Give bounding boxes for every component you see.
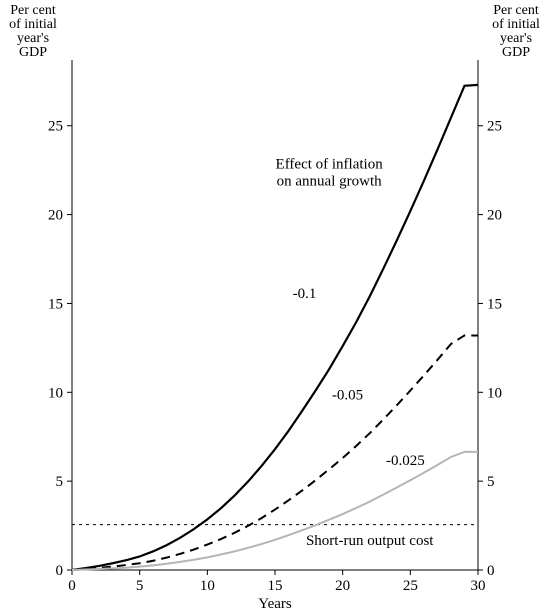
svg-text:GDP: GDP xyxy=(19,45,47,60)
svg-text:of initial: of initial xyxy=(492,17,540,32)
y-tick-label-right: 25 xyxy=(487,119,502,135)
x-tick-label: 10 xyxy=(200,578,215,594)
x-tick-label: 15 xyxy=(268,578,283,594)
y-tick-label-right: 20 xyxy=(487,208,502,224)
y-tick-label-right: 5 xyxy=(487,474,495,490)
x-tick-label: 30 xyxy=(471,578,486,594)
svg-text:Per cent: Per cent xyxy=(493,3,539,18)
y-tick-label-right: 0 xyxy=(487,563,495,579)
y-tick-label-right: 10 xyxy=(487,385,502,401)
series-label--0.025: -0.025 xyxy=(386,453,425,469)
svg-text:on annual growth: on annual growth xyxy=(277,173,382,189)
y-tick-label-left: 20 xyxy=(48,208,63,224)
gdp-inflation-chart: 00551010151520202525051015202530YearsPer… xyxy=(0,0,549,614)
y-tick-label-left: 15 xyxy=(48,296,63,312)
x-tick-label: 25 xyxy=(403,578,418,594)
y-tick-label-right: 15 xyxy=(487,296,502,312)
short-run-output-cost-label: Short-run output cost xyxy=(306,533,434,549)
series-label--0.1: -0.1 xyxy=(293,286,317,302)
svg-text:Per cent: Per cent xyxy=(10,3,56,18)
annotation-title: Effect of inflationon annual growth xyxy=(276,156,384,189)
x-tick-label: 20 xyxy=(335,578,350,594)
series-label--0.05: -0.05 xyxy=(332,387,363,403)
x-tick-label: 5 xyxy=(136,578,144,594)
svg-text:year's: year's xyxy=(500,31,532,46)
x-tick-label: 0 xyxy=(68,578,76,594)
svg-text:year's: year's xyxy=(17,31,49,46)
svg-text:Effect of inflation: Effect of inflation xyxy=(276,156,384,172)
y-tick-label-left: 25 xyxy=(48,119,63,135)
svg-text:GDP: GDP xyxy=(502,45,530,60)
svg-text:of initial: of initial xyxy=(9,17,57,32)
y-tick-label-left: 0 xyxy=(56,563,64,579)
y-tick-label-left: 5 xyxy=(56,474,64,490)
y-tick-label-left: 10 xyxy=(48,385,63,401)
x-axis-title: Years xyxy=(258,596,292,612)
